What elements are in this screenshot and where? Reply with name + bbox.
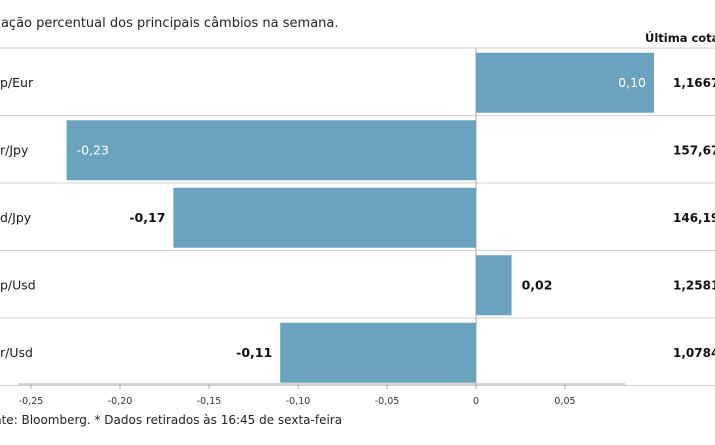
bar-p-eur bbox=[476, 52, 654, 113]
category-label: p/Eur bbox=[0, 75, 34, 90]
value-label: -0,23 bbox=[77, 142, 109, 157]
bar-p-usd bbox=[476, 255, 512, 316]
last-quote-value: 1,0784 bbox=[673, 346, 715, 360]
x-tick-label: -0,25 bbox=[19, 396, 44, 407]
x-axis: -0,25 -0,20 -0,15 -0,10 -0,05 0 0,05 bbox=[18, 383, 625, 407]
x-tick-label: -0,05 bbox=[375, 396, 400, 407]
category-label: r/Usd bbox=[0, 345, 33, 360]
category-label: r/Jpy bbox=[0, 142, 29, 157]
value-label: 0,02 bbox=[522, 277, 553, 292]
last-quote-value: 1,2581 bbox=[673, 278, 715, 292]
source-footnote: nte: Bloomberg. * Dados retirados às 16:… bbox=[0, 413, 343, 427]
x-tick-label: -0,15 bbox=[197, 396, 222, 407]
chart-subtitle: riação percentual dos principais câmbios… bbox=[0, 16, 339, 31]
bar-r-usd bbox=[280, 322, 476, 383]
x-tick-label: -0,10 bbox=[286, 396, 311, 407]
bar-r-jpy bbox=[66, 120, 476, 181]
last-quote-header: Última cotaç bbox=[645, 31, 715, 45]
category-label: d/Jpy bbox=[0, 210, 32, 225]
last-quote-value: 1,1667 bbox=[673, 76, 715, 90]
x-tick-label: 0,05 bbox=[554, 396, 575, 407]
bars-layer bbox=[66, 52, 654, 383]
last-quote-value: 157,67 bbox=[673, 143, 715, 157]
value-label: -0,17 bbox=[129, 210, 165, 225]
last-quote-value: 146,19 bbox=[673, 211, 715, 225]
category-label: p/Usd bbox=[0, 277, 36, 292]
value-label: -0,11 bbox=[236, 345, 272, 360]
labels-layer: p/Eur 0,10 1,1667 r/Jpy -0,23 157,67 d/Jpy -0,1… bbox=[0, 75, 715, 360]
x-tick-label: 0 bbox=[473, 396, 479, 407]
x-tick-label: -0,20 bbox=[108, 396, 133, 407]
bar-d-jpy bbox=[173, 187, 476, 248]
value-label: 0,10 bbox=[618, 75, 646, 90]
